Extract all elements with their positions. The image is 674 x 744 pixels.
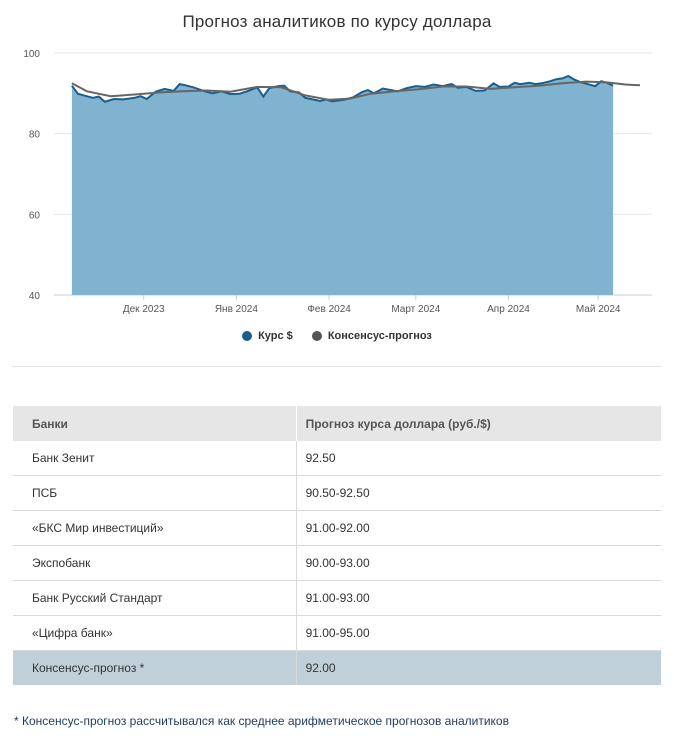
forecast-value: 90.50-92.50 (295, 475, 661, 511)
consensus-summary-row: Консенсус-прогноз * 92.00 (13, 650, 661, 685)
legend-item-consensus[interactable]: Консенсус-прогноз (311, 330, 432, 342)
legend-item-rate[interactable]: Курс $ (242, 330, 293, 342)
table-row: «БКС Мир инвестиций» 91.00-92.00 (13, 510, 661, 546)
y-tick-label: 40 (29, 291, 41, 302)
y-tick-label: 60 (29, 210, 41, 221)
forecast-value: 92.50 (295, 441, 661, 476)
bank-name: Банк Зенит (13, 441, 297, 476)
chart-title: Прогноз аналитиков по курсу доллара (182, 12, 492, 31)
table-header-row: Банки Прогноз курса доллара (руб./$) (13, 406, 661, 441)
y-tick-label: 80 (29, 130, 41, 141)
table-row: «Цифра банк» 91.00-95.00 (13, 615, 661, 651)
legend-marker-consensus-icon (311, 331, 322, 341)
bank-name: Банк Русский Стандарт (13, 580, 297, 616)
axes: 100 80 60 40 Дек 2023 Янв 2024 Фев 2024 Март 20… (23, 49, 621, 315)
forecast-value: 91.00-92.00 (295, 510, 661, 546)
bank-name: «БКС Мир инвестиций» (13, 510, 297, 546)
x-tick-label: Фев 2024 (307, 304, 351, 315)
table-row: ПСБ 90.50-92.50 (13, 475, 661, 511)
consensus-line (71, 80, 641, 101)
header-forecast: Прогноз курса доллара (руб./$) (295, 406, 661, 441)
x-tick-label: Апр 2024 (487, 304, 530, 315)
bank-name: ПСБ (13, 475, 297, 511)
forecast-value: 90.00-93.00 (295, 545, 661, 581)
footnote: * Консенсус-прогноз рассчитывался как ср… (14, 714, 509, 728)
forecast-value: 91.00-93.00 (295, 580, 661, 616)
x-tick-label: Март 2024 (391, 304, 440, 315)
bank-name: Экспобанк (13, 545, 297, 581)
summary-value: 92.00 (295, 650, 661, 685)
rate-area-fill (71, 76, 614, 295)
x-tick-label: Янв 2024 (215, 304, 259, 315)
forecast-value: 91.00-95.00 (295, 615, 661, 651)
table-row: Банк Русский Стандарт 91.00-93.00 (13, 580, 661, 616)
legend: Курс $ Консенсус-прогноз (0, 330, 674, 344)
forecast-table: Банки Прогноз курса доллара (руб./$) Бан… (13, 406, 661, 685)
series-area (71, 74, 641, 295)
table-row: Экспобанк 90.00-93.00 (13, 545, 661, 581)
bank-name: «Цифра банк» (13, 615, 297, 651)
table-row: Банк Зенит 92.50 (13, 441, 661, 476)
legend-marker-rate-icon (242, 331, 253, 341)
legend-label-consensus: Консенсус-прогноз (327, 330, 432, 342)
y-tick-label: 100 (23, 49, 40, 60)
section-divider (12, 366, 662, 367)
header-banks: Банки (13, 406, 297, 441)
legend-label-rate: Курс $ (258, 330, 293, 342)
x-tick-label: Май 2024 (576, 304, 621, 315)
summary-label: Консенсус-прогноз * (13, 650, 297, 685)
chart-plot: 100 80 60 40 Дек 2023 Янв 2024 Фев 2024 Март 20… (23, 49, 652, 315)
x-tick-label: Дек 2023 (123, 304, 165, 315)
